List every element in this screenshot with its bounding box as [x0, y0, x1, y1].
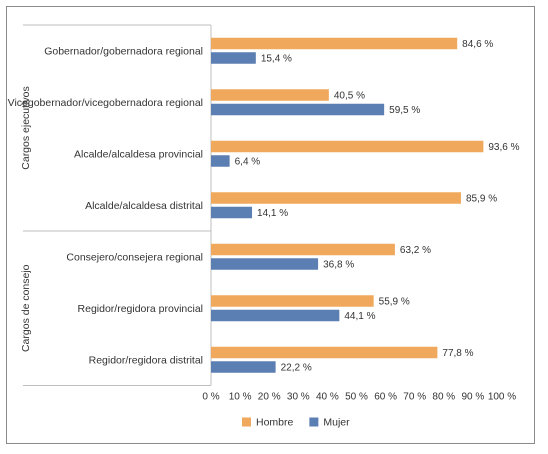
bar-hombre: [211, 89, 329, 101]
category-label: Gobernador/gobernadora regional: [44, 45, 203, 57]
x-tick-label: 20 %: [258, 392, 281, 403]
category-label: Regidor/regidora provincial: [78, 303, 203, 315]
category-label: Regidor/regidora distrital: [89, 354, 203, 366]
data-label: 59,5 %: [389, 105, 420, 116]
legend-label: Hombre: [256, 417, 294, 429]
bar-hombre: [211, 295, 374, 307]
legend-swatch: [242, 417, 251, 427]
legend-label: Mujer: [323, 417, 350, 429]
group-label: Cargos de consejo: [20, 264, 32, 352]
bar-mujer: [211, 155, 230, 167]
data-label: 77,8 %: [442, 348, 473, 359]
bar-chart: Cargos ejecutivos Cargos de consejo Gobern…: [8, 24, 520, 429]
data-label: 44,1 %: [344, 311, 375, 322]
data-label: 85,9 %: [466, 194, 497, 205]
x-tick-label: 100 %: [488, 392, 516, 403]
bar-hombre: [211, 37, 458, 50]
x-tick-label: 30 %: [287, 392, 310, 403]
bar-mujer: [211, 361, 276, 373]
data-label: 93,6 %: [488, 142, 519, 153]
data-label: 15,4 %: [261, 54, 292, 65]
data-label: 14,1 %: [257, 208, 288, 219]
x-tick-label: 80 %: [432, 392, 455, 403]
legend-swatch: [309, 417, 319, 427]
data-label: 40,5 %: [334, 91, 365, 102]
group-label: Cargos ejecutivos: [20, 86, 32, 169]
bar-hombre: [211, 346, 438, 359]
category-label: Alcalde/alcaldesa distrital: [85, 200, 203, 212]
bar-hombre: [211, 243, 395, 256]
bar-mujer: [211, 258, 319, 270]
data-label: 22,2 %: [281, 363, 312, 374]
bar-mujer: [211, 309, 340, 322]
x-tick-label: 50 %: [345, 392, 368, 403]
category-label: Vicegobernador/vicegobernadora regional: [8, 97, 203, 109]
x-tick-label: 60 %: [374, 392, 397, 403]
data-label: 63,2 %: [400, 245, 431, 256]
bar-hombre: [211, 140, 484, 153]
chart-frame: Cargos ejecutivos Cargos de consejo Gobern…: [6, 6, 535, 444]
data-label: 84,6 %: [462, 39, 493, 50]
category-label: Alcalde/alcaldesa provincial: [74, 148, 203, 160]
bar-mujer: [211, 52, 256, 64]
bar-hombre: [211, 192, 461, 204]
x-tick-label: 40 %: [316, 392, 339, 403]
x-tick-label: 0 %: [202, 392, 219, 403]
category-label: Consejero/consejera regional: [66, 251, 203, 263]
bar-mujer: [211, 103, 385, 116]
x-tick-label: 90 %: [462, 392, 485, 403]
data-label: 6,4 %: [235, 157, 261, 168]
x-tick-label: 70 %: [403, 392, 426, 403]
data-label: 36,8 %: [323, 260, 354, 271]
x-tick-label: 10 %: [229, 392, 252, 403]
data-label: 55,9 %: [379, 297, 410, 308]
bar-mujer: [211, 206, 253, 219]
